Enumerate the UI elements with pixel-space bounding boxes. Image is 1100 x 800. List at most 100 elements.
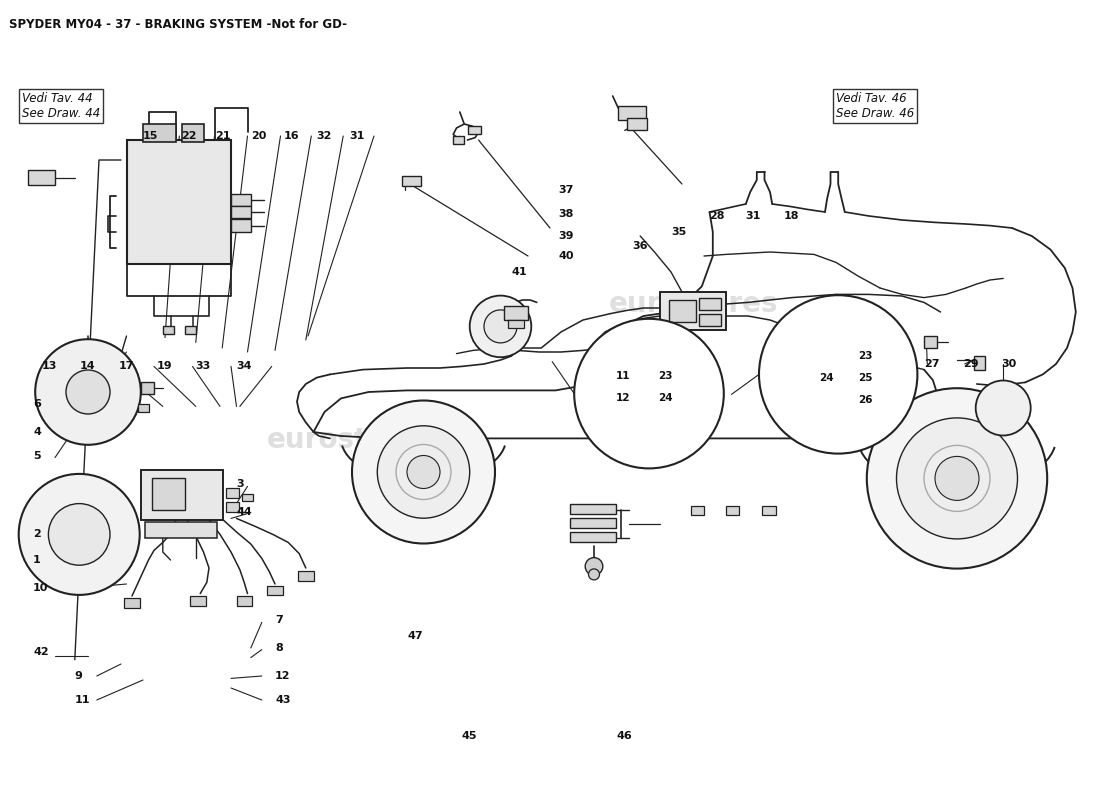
Text: 43: 43 <box>275 695 290 705</box>
Bar <box>185 326 196 334</box>
Bar <box>627 118 647 130</box>
Circle shape <box>867 388 1047 569</box>
Text: 31: 31 <box>350 131 365 141</box>
Text: 21: 21 <box>216 131 231 141</box>
Text: 6: 6 <box>33 399 41 409</box>
Bar <box>141 470 223 520</box>
Circle shape <box>585 558 603 575</box>
Bar <box>570 532 616 542</box>
Text: 38: 38 <box>559 210 574 219</box>
Text: 23: 23 <box>658 371 672 381</box>
Text: 33: 33 <box>196 362 211 371</box>
Text: 45: 45 <box>462 731 477 741</box>
Text: 41: 41 <box>512 267 527 277</box>
Text: 2: 2 <box>33 530 41 539</box>
Text: 34: 34 <box>236 362 252 371</box>
Bar <box>190 596 206 606</box>
Circle shape <box>759 295 917 454</box>
Text: 24: 24 <box>658 394 672 403</box>
Circle shape <box>35 339 141 445</box>
Circle shape <box>407 455 440 489</box>
Circle shape <box>484 310 517 343</box>
Text: 14: 14 <box>79 362 95 371</box>
Text: 18: 18 <box>783 211 799 221</box>
Circle shape <box>588 569 600 580</box>
Text: 3: 3 <box>236 479 244 489</box>
Bar <box>163 326 174 334</box>
Bar <box>231 194 251 206</box>
Text: 24: 24 <box>820 373 834 382</box>
Text: 36: 36 <box>632 242 648 251</box>
Bar <box>468 126 481 134</box>
Text: 17: 17 <box>119 362 134 371</box>
Text: eurostores: eurostores <box>267 426 437 454</box>
Bar <box>508 320 524 328</box>
Circle shape <box>48 504 110 565</box>
Bar <box>570 518 616 528</box>
Text: 20: 20 <box>251 131 266 141</box>
Text: 32: 32 <box>317 131 332 141</box>
Bar <box>298 571 314 581</box>
Bar <box>231 206 251 218</box>
Text: 29: 29 <box>964 359 979 369</box>
Text: 19: 19 <box>156 362 172 371</box>
Bar <box>698 298 720 310</box>
Text: 25: 25 <box>858 373 872 382</box>
Bar <box>28 170 55 185</box>
Text: 47: 47 <box>407 631 422 641</box>
Text: 31: 31 <box>746 211 761 221</box>
Bar <box>974 356 984 370</box>
Text: 7: 7 <box>275 615 283 625</box>
Bar <box>402 176 421 186</box>
Text: 27: 27 <box>924 359 939 369</box>
Bar <box>669 300 696 322</box>
Text: 23: 23 <box>858 351 872 361</box>
Text: eurostores: eurostores <box>608 290 778 318</box>
Text: SPYDER MY04 - 37 - BRAKING SYSTEM -Not for GD-: SPYDER MY04 - 37 - BRAKING SYSTEM -Not f… <box>9 18 346 30</box>
Bar <box>152 478 185 510</box>
Bar <box>231 219 251 232</box>
Text: Vedi Tav. 46
See Draw. 46: Vedi Tav. 46 See Draw. 46 <box>836 92 914 120</box>
Bar <box>145 522 217 538</box>
Text: 28: 28 <box>710 211 725 221</box>
Bar <box>138 404 148 412</box>
Circle shape <box>377 426 470 518</box>
Text: 12: 12 <box>616 394 630 403</box>
Text: 1: 1 <box>33 555 41 565</box>
Bar <box>762 506 776 515</box>
Circle shape <box>19 474 140 595</box>
Circle shape <box>470 295 531 357</box>
Text: 40: 40 <box>559 251 574 261</box>
Text: 35: 35 <box>671 227 686 237</box>
Text: 15: 15 <box>143 131 158 141</box>
Text: 42: 42 <box>33 647 48 657</box>
Text: 39: 39 <box>559 231 574 241</box>
Bar <box>226 488 239 498</box>
Text: 37: 37 <box>559 186 574 195</box>
Bar <box>660 292 726 330</box>
Text: 5: 5 <box>33 451 41 461</box>
Bar <box>124 598 140 608</box>
Bar <box>143 124 176 142</box>
Text: 9: 9 <box>75 671 82 681</box>
Bar <box>453 136 464 144</box>
Bar <box>698 314 720 326</box>
Bar <box>226 502 239 512</box>
Text: 12: 12 <box>275 671 290 681</box>
Bar <box>570 504 616 514</box>
Text: eurostores: eurostores <box>608 290 778 318</box>
Bar <box>126 140 231 264</box>
Bar <box>267 586 283 595</box>
Bar <box>924 336 937 348</box>
Bar <box>242 494 253 501</box>
Circle shape <box>976 381 1031 435</box>
Bar <box>236 596 252 606</box>
Text: Vedi Tav. 44
See Draw. 44: Vedi Tav. 44 See Draw. 44 <box>22 92 100 120</box>
Circle shape <box>66 370 110 414</box>
Circle shape <box>352 401 495 543</box>
Text: 22: 22 <box>182 131 197 141</box>
Circle shape <box>935 456 979 501</box>
Bar <box>504 306 528 320</box>
Text: 4: 4 <box>33 427 41 437</box>
Bar <box>182 124 204 142</box>
